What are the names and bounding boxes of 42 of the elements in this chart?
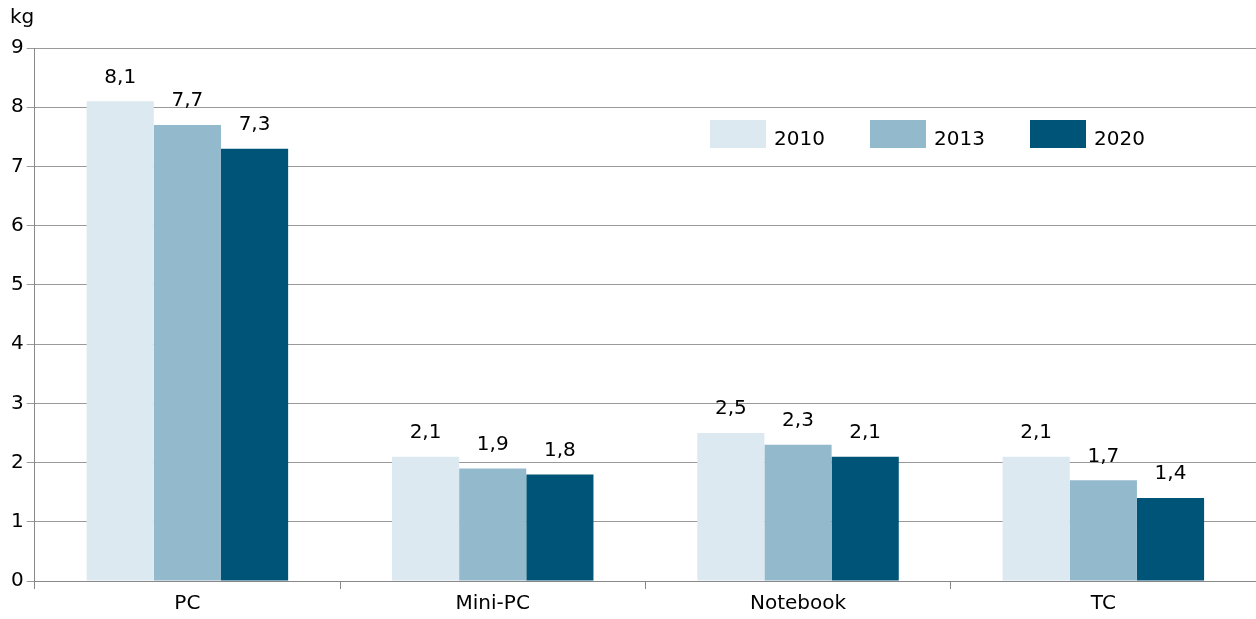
bar [86, 101, 154, 581]
bar [1002, 456, 1070, 581]
bar [764, 444, 832, 581]
x-tick-label: TC [1089, 590, 1116, 615]
bar [1069, 480, 1137, 581]
bar [153, 124, 221, 581]
data-label: 8,1 [104, 63, 137, 88]
y-tick-label: 5 [10, 271, 24, 296]
bar [526, 474, 594, 581]
legend-label: 2010 [774, 126, 825, 151]
data-label: 1,7 [1087, 442, 1120, 467]
y-tick-label: 9 [10, 34, 24, 59]
y-tick-label: 8 [10, 93, 24, 118]
data-label: 7,3 [238, 110, 271, 135]
y-tick-label: 2 [10, 448, 24, 473]
data-label: 7,7 [171, 87, 204, 112]
data-label: 1,4 [1154, 460, 1187, 485]
bar [459, 468, 527, 581]
legend-label: 2013 [934, 126, 985, 151]
x-tick-label: PC [174, 590, 201, 615]
bar [697, 432, 765, 581]
bar [391, 456, 460, 581]
data-label: 2,1 [409, 418, 442, 443]
data-label: 2,1 [1020, 418, 1053, 443]
y-axis-title: kg [10, 4, 35, 29]
bar [1136, 498, 1205, 581]
data-label: 2,5 [714, 395, 747, 420]
x-tick-label: Mini-PC [455, 590, 530, 615]
y-tick-label: 4 [10, 330, 24, 355]
y-tick-label: 1 [10, 507, 24, 532]
data-label: 1,8 [543, 436, 576, 461]
y-tick-label: 3 [10, 389, 24, 414]
y-tick-label: 0 [10, 567, 24, 592]
legend-label: 2020 [1094, 126, 1145, 151]
bar [220, 148, 289, 581]
x-tick-label: Notebook [749, 590, 847, 615]
y-tick-label: 6 [10, 211, 24, 236]
bar [831, 456, 899, 581]
data-label: 2,3 [782, 406, 814, 431]
y-tick-label: 7 [10, 152, 24, 177]
data-label: 2,1 [849, 418, 882, 443]
data-label: 1,9 [476, 430, 509, 455]
